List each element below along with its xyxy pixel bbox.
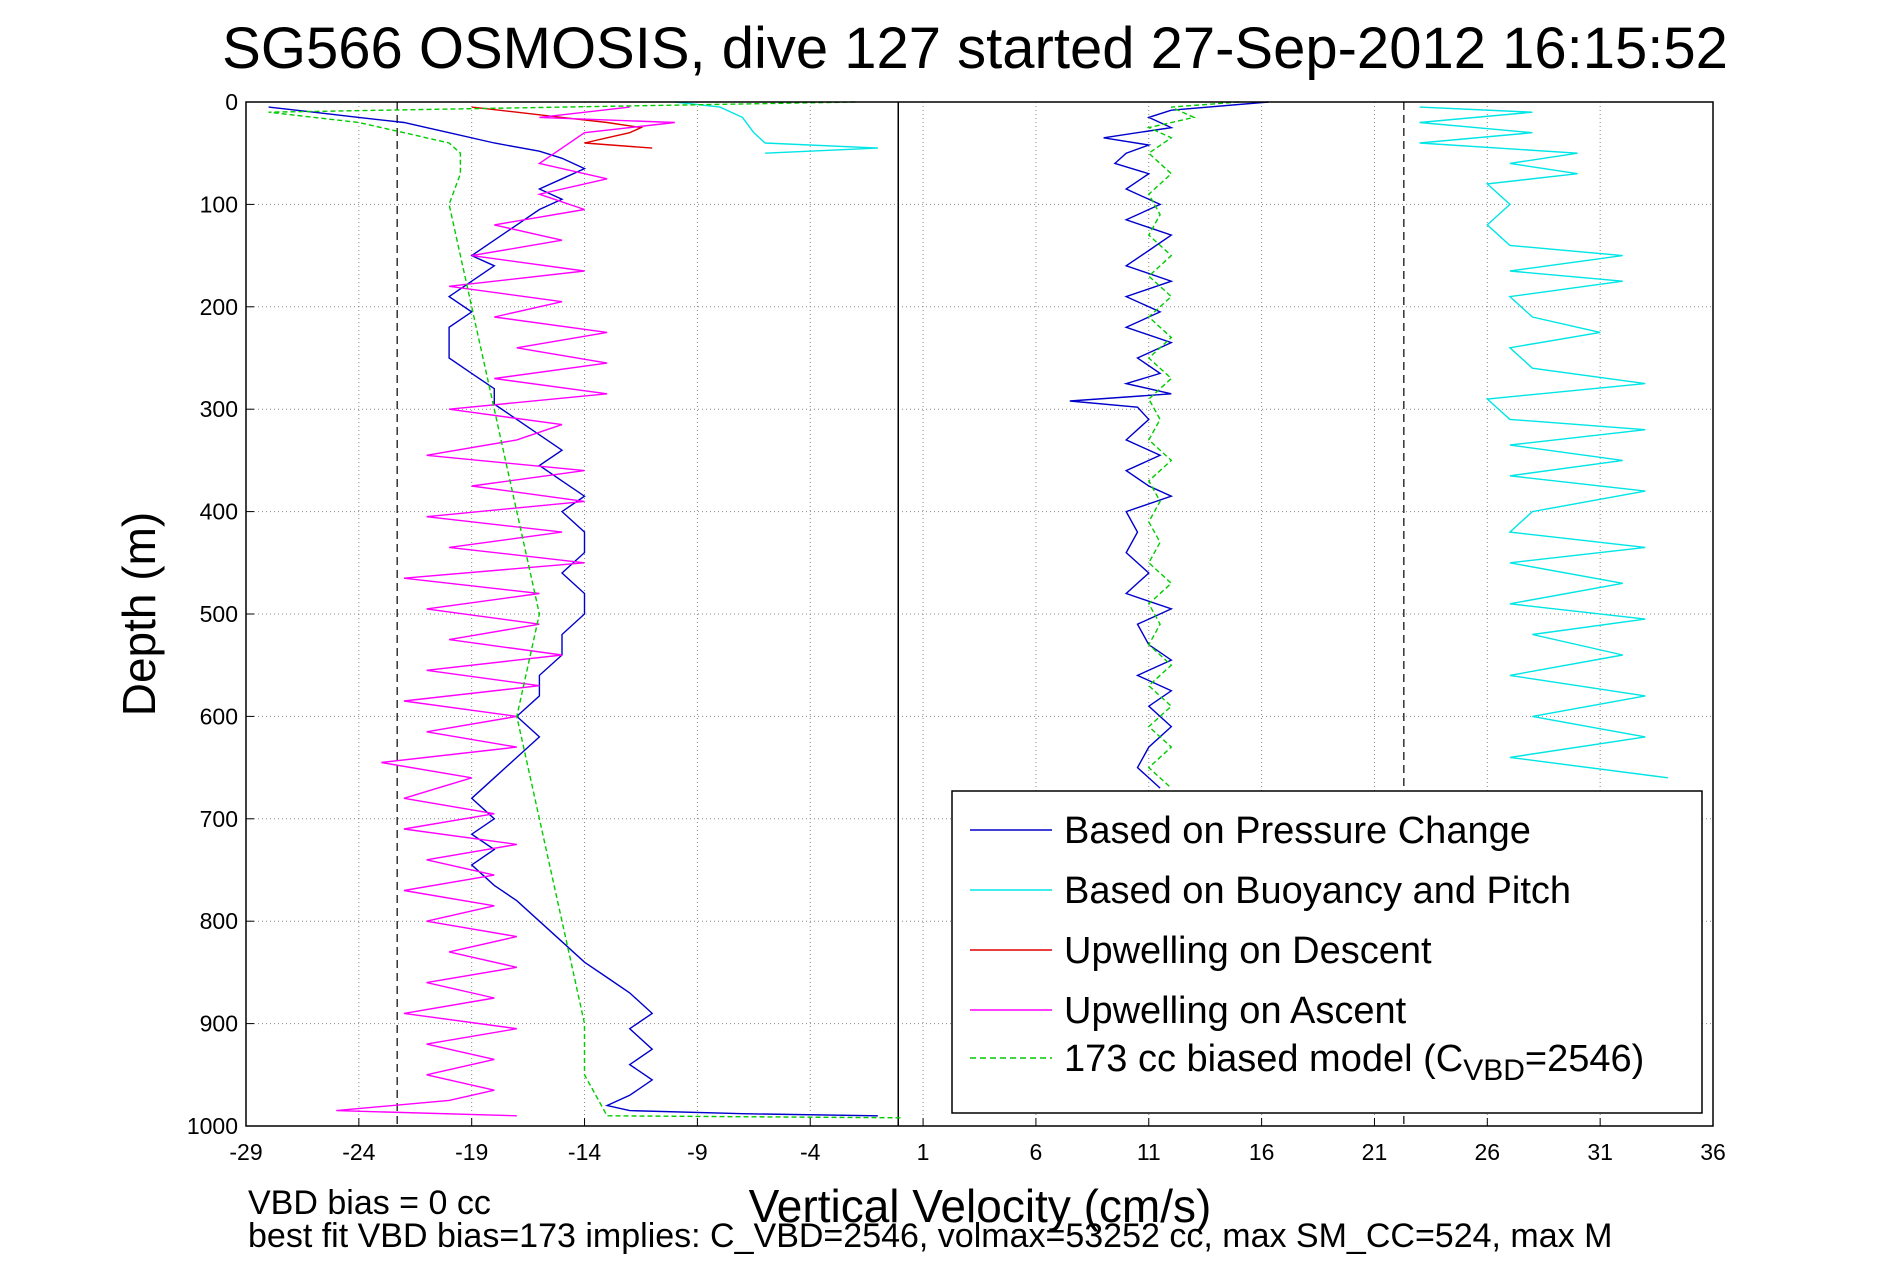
- x-tick-label: 21: [1362, 1139, 1388, 1165]
- legend-label: Based on Buoyancy and Pitch: [1064, 870, 1571, 912]
- series-5-line-descent: [268, 101, 901, 1119]
- y-tick-label: 700: [200, 806, 238, 832]
- y-tick-label: 300: [200, 396, 238, 422]
- y-tick-label: 800: [200, 908, 238, 934]
- chart-title: SG566 OSMOSIS, dive 127 started 27-Sep-2…: [222, 16, 1728, 81]
- y-tick-label: 100: [200, 191, 238, 217]
- reference-lines: [396, 102, 1405, 1126]
- legend-label: 173 cc biased model (CVBD=2546): [1064, 1038, 1644, 1087]
- x-axis-label: Vertical Velocity (cm/s): [749, 1180, 1212, 1232]
- y-tick-label: 400: [200, 499, 238, 525]
- series-3-line-values: [471, 106, 653, 149]
- y-tick-label: 1000: [187, 1113, 238, 1139]
- x-tick-label: -29: [229, 1139, 262, 1165]
- series-5-line-ascent: [1146, 101, 1240, 789]
- x-tick-label: -9: [687, 1139, 707, 1165]
- x-tick-label: -24: [342, 1139, 375, 1165]
- x-tick-label: -19: [455, 1139, 488, 1165]
- legend-label: Based on Pressure Change: [1064, 810, 1531, 852]
- y-tick-label: 0: [225, 89, 238, 115]
- legend-box: [951, 790, 1703, 1114]
- legend-label: Upwelling on Ascent: [1064, 990, 1407, 1032]
- x-tick-label: 26: [1475, 1139, 1501, 1165]
- x-tick-label: 36: [1700, 1139, 1726, 1165]
- best-fit-note: best fit VBD bias=173 implies: C_VBD=254…: [248, 1217, 1612, 1255]
- series-1-line-ascent: [268, 106, 878, 1117]
- series-4-line-values: [336, 106, 675, 1117]
- y-ticks: 0 100 200 300 400 500 600 700 800 900 1000: [187, 89, 254, 1139]
- y-tick-label: 600: [200, 703, 238, 729]
- x-ticks: -29 -24 -19 -14 -9 -4 1 6 11 16 21 26 31 36: [229, 1118, 1726, 1165]
- series-2-line-descent: [674, 101, 878, 154]
- legend-label: Upwelling on Descent: [1064, 930, 1432, 972]
- x-tick-label: -14: [568, 1139, 601, 1165]
- x-tick-label: 16: [1249, 1139, 1275, 1165]
- x-tick-label: 6: [1030, 1139, 1043, 1165]
- y-tick-label: 500: [200, 601, 238, 627]
- series-2-line-ascent: [1419, 106, 1668, 779]
- x-tick-label: 1: [917, 1139, 930, 1165]
- y-axis-label: Depth (m): [113, 512, 165, 716]
- series-1-line-descent: [1069, 101, 1269, 789]
- legend: Based on Pressure Change Based on Buoyanc…: [951, 790, 1703, 1114]
- series-layer: [268, 101, 1668, 1119]
- x-tick-label: 11: [1137, 1139, 1161, 1165]
- x-tick-label: -4: [800, 1139, 821, 1165]
- y-tick-label: 200: [200, 294, 238, 320]
- y-tick-label: 900: [200, 1011, 238, 1037]
- vbd-bias-note: VBD bias = 0 cc: [248, 1184, 491, 1222]
- x-tick-label: 31: [1587, 1139, 1613, 1165]
